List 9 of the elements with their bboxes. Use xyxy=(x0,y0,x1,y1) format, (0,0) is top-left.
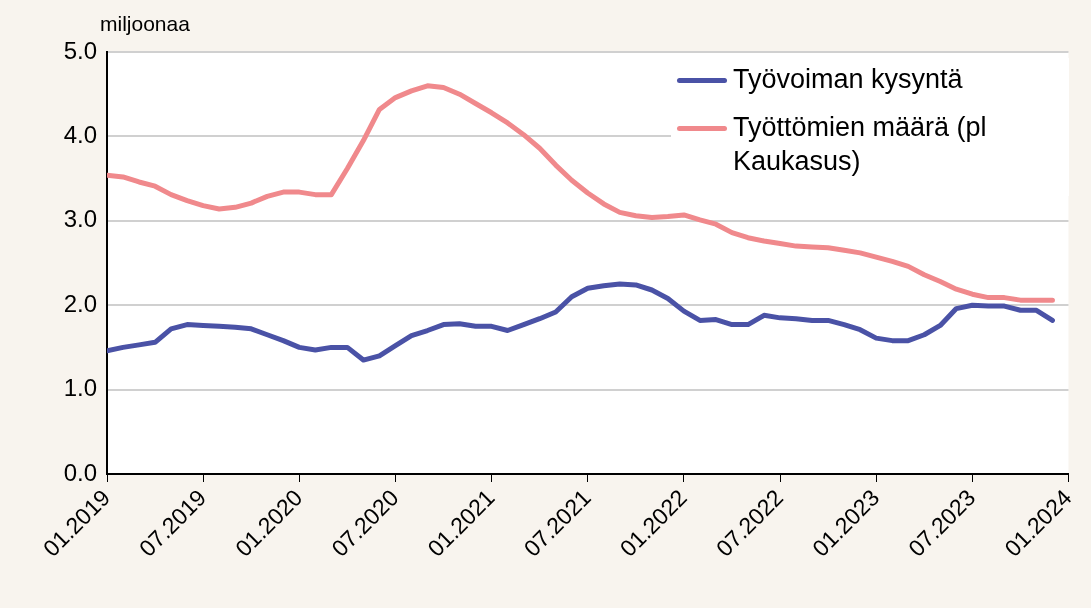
y-axis-title: miljoonaa xyxy=(100,12,190,36)
legend-label: Työttömien määrä (pl Kaukasus) xyxy=(733,111,988,178)
y-tick-label: 5.0 xyxy=(63,36,97,64)
y-tick-label: 1.0 xyxy=(63,374,97,402)
y-tick-label: 4.0 xyxy=(63,121,97,149)
legend-label: Työvoiman kysyntä xyxy=(733,63,964,96)
y-tick-label: 2.0 xyxy=(63,289,97,317)
y-tick-label: 0.0 xyxy=(63,458,97,486)
y-tick-label: 3.0 xyxy=(63,205,97,233)
